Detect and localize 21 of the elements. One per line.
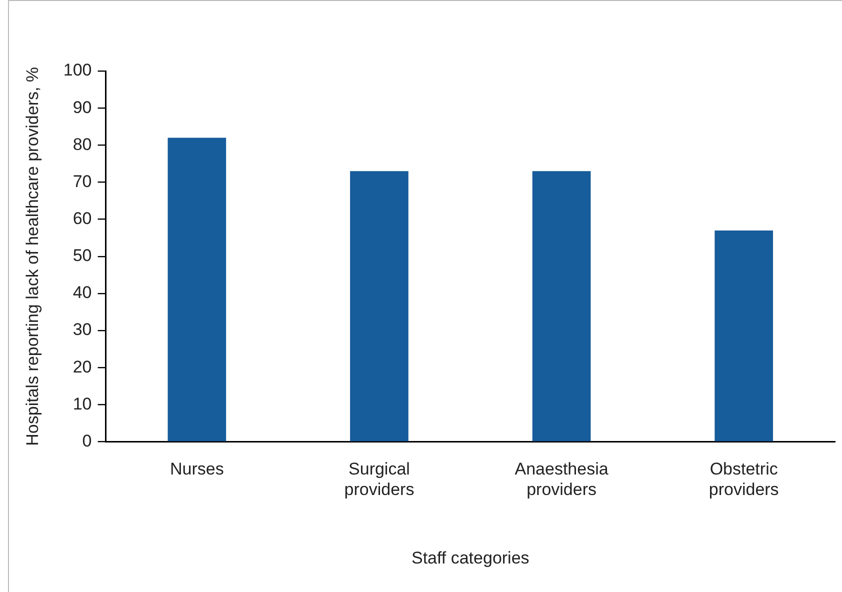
y-axis-title: Hospitals reporting lack of healthcare providers, % (22, 66, 42, 446)
bar (532, 171, 591, 442)
y-tick-label: 30 (72, 320, 92, 340)
x-tick-label: Nurses (170, 460, 224, 479)
bar (714, 230, 774, 442)
y-tick-label: 10 (72, 394, 92, 414)
bar (350, 171, 408, 442)
y-tick-label: 20 (72, 357, 92, 376)
y-tick-label: 50 (72, 246, 92, 266)
y-tick-label: 0 (82, 431, 92, 450)
y-tick-label: 90 (72, 98, 92, 117)
y-tick-label: 80 (72, 134, 92, 154)
y-tick-label: 40 (72, 283, 92, 302)
y-tick-label: 100 (63, 60, 92, 80)
bar (168, 138, 226, 442)
x-tick-label: Anaesthesia providers (514, 460, 609, 500)
x-tick-label: Obstetric providers (708, 460, 779, 500)
y-tick-label: 60 (72, 209, 92, 228)
y-tick-label: 70 (72, 172, 92, 191)
x-axis-title: Staff categories (411, 548, 530, 568)
x-tick-label: Surgical providers (344, 460, 414, 500)
